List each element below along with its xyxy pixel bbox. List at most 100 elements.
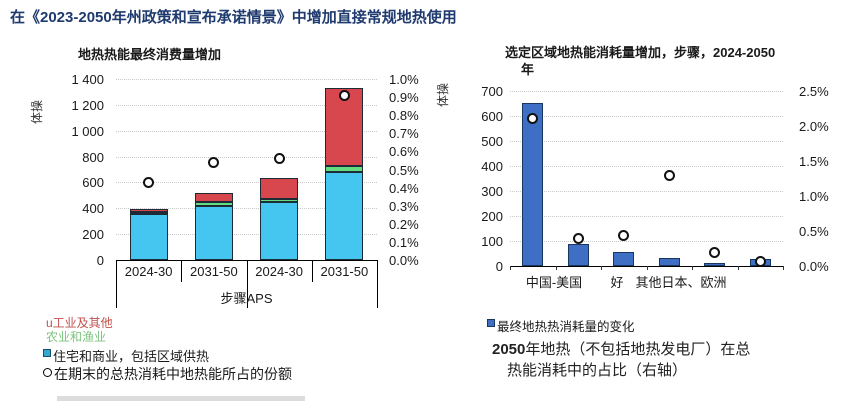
x-axis-tick	[601, 266, 602, 270]
caption-line1: 2050年地热（不包括地热发电厂）在总	[492, 339, 750, 360]
y-right-tick-label: 2.5%	[799, 84, 829, 99]
x-category-label: 好	[610, 275, 624, 290]
circle-marker-icon	[43, 368, 52, 377]
y-left-tick-label: 200	[82, 227, 104, 243]
legend-share-label: 在期末的总热消耗中地热能所占的份额	[54, 366, 292, 382]
caption-text1: 年地热（不包括地热发电厂）在总	[525, 341, 751, 358]
y-left-tick-label: 700	[481, 84, 503, 99]
page-title: 在《2023-2050年州政策和宣布承诺情景》中增加直接常规地热使用	[10, 9, 457, 26]
right-chart-title-line2: 年	[521, 62, 535, 77]
y-left-tick-label: 600	[82, 175, 104, 191]
scatter-point	[572, 232, 584, 244]
bar	[613, 252, 635, 266]
x-category-label: 中国-美国	[525, 275, 583, 290]
gridline	[510, 141, 783, 142]
gridline	[116, 208, 377, 210]
y-left-tick-label: 400	[481, 159, 503, 174]
bar-segment-series0	[129, 214, 168, 260]
right-chart-title-text: 选定区域地热能消耗量增加，步骤，	[505, 45, 714, 60]
y-right-tick-label: 1.5%	[799, 154, 829, 169]
category-group-bracket	[116, 260, 117, 308]
gridline	[510, 91, 783, 92]
y-right-tick-label: 0.7%	[389, 126, 419, 142]
y-left-tick-label: 600	[481, 109, 503, 124]
scatter-point	[754, 255, 766, 267]
y-right-tick-label: 0.3%	[389, 198, 419, 214]
y-left-tick-label: 0	[495, 259, 503, 274]
bar-segment-series1	[129, 212, 168, 215]
y-left-tick-label: 1 000	[71, 123, 104, 139]
y-right-tick-label: 0.0%	[799, 259, 829, 274]
bar	[567, 244, 589, 266]
bar-segment-series2	[129, 209, 168, 213]
gridline	[116, 234, 377, 236]
bar	[704, 263, 726, 266]
category-group-bracket	[377, 260, 378, 308]
bar-segment-series2	[260, 177, 299, 199]
left-chart-geothermal-final-consumption: 地热热能最终消费量增加 体操 0 200 400 600 800 1 000 1 200 1 …	[30, 40, 430, 312]
scatter-point	[663, 170, 675, 182]
gridline	[116, 79, 377, 80]
scatter-point	[208, 156, 220, 168]
y-left-tick-label: 0	[96, 253, 104, 268]
right-chart-y-axis-unit-label: 体操	[436, 83, 450, 108]
gridline	[116, 130, 377, 132]
x-axis-tick	[510, 266, 511, 270]
y-right-tick-label: 1.0%	[799, 189, 829, 204]
bar-segment-series2	[325, 88, 364, 166]
y-left-tick-label: 500	[481, 134, 503, 149]
scatter-point	[273, 153, 285, 165]
y-left-tick-label: 100	[481, 234, 503, 249]
scatter-point	[338, 89, 350, 101]
gridline	[116, 104, 377, 106]
gridline	[510, 116, 783, 117]
y-left-tick-label: 1 200	[71, 97, 104, 113]
blue-square-icon	[487, 319, 495, 327]
y-left-tick-label: 1 400	[71, 72, 104, 87]
bar-segment-series1	[260, 198, 299, 202]
right-chart-title: 选定区域地热能消耗量增加，步骤，2024-2050 年	[505, 44, 845, 78]
bar-segment-series1	[194, 202, 233, 206]
x-category-label: 2031-50	[320, 264, 369, 279]
gridline	[116, 182, 377, 184]
legend-agriculture-fishing: 农业和渔业	[46, 330, 107, 344]
caption-line2: 热能消耗中的占比（右轴）	[507, 362, 688, 379]
legend-residential-label: 住宅和商业，包括区域供热	[53, 349, 210, 364]
x-category-label: 2031-50	[190, 264, 238, 279]
gridline	[510, 241, 783, 242]
bar	[658, 258, 680, 266]
bar-segment-series0	[194, 205, 233, 260]
caption-year: 2050	[492, 341, 526, 358]
category-divider-tick	[181, 260, 183, 282]
scatter-point	[143, 176, 155, 188]
right-chart-regional-consumption: 选定区域地热能消耗量增加，步骤，2024-2050 年 体操 0 100 200 30…	[430, 40, 864, 292]
category-divider-tick	[311, 260, 313, 282]
gridline	[116, 156, 377, 158]
legend-residential-commercial: 住宅和商业，包括区域供热	[43, 346, 209, 365]
caption-2050-share: 2050年地热（不包括地热发电厂）在总 热能消耗中的占比（右轴）	[492, 339, 750, 381]
bar-segment-series0	[325, 172, 364, 260]
x-axis-tick	[783, 266, 784, 270]
scatter-point	[527, 112, 539, 124]
legend-industry-and-other: u工业及其他	[46, 316, 113, 330]
left-chart-title: 地热热能最终消费量增加	[78, 47, 222, 62]
y-left-tick-label: 800	[82, 149, 104, 165]
bar-segment-series0	[260, 201, 299, 260]
x-group-label: 步骤APS	[220, 291, 273, 306]
y-left-tick-label: 200	[481, 209, 503, 224]
scrollbar-artifact	[57, 396, 305, 401]
x-category-label: 其他日本、欧洲	[635, 275, 727, 290]
gridline	[510, 191, 783, 192]
legend-final-heat-change: 最终地热热消耗量的变化	[487, 316, 635, 335]
y-right-tick-label: 2.0%	[799, 119, 829, 134]
bar	[522, 102, 544, 266]
x-category-label: 2024-30	[255, 264, 303, 279]
y-right-tick-label: 0.4%	[389, 180, 419, 196]
y-right-tick-label: 0.5%	[799, 224, 829, 239]
x-axis-tick	[737, 266, 739, 270]
x-axis-tick	[555, 266, 557, 270]
x-axis-tick	[646, 266, 648, 270]
cyan-square-icon	[43, 349, 51, 357]
gridline	[510, 166, 783, 167]
y-right-tick-label: 0.0%	[389, 253, 419, 268]
